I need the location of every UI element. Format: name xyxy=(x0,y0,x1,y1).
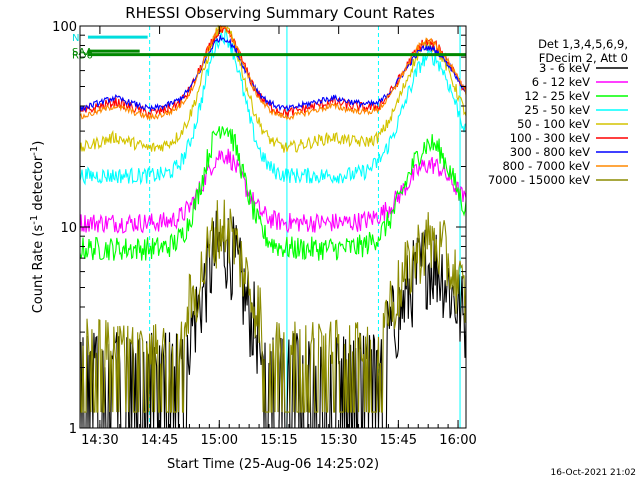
legend-entry-label: 25 - 50 keV xyxy=(524,103,590,117)
legend-header: Det 1,3,4,5,6,9, xyxy=(538,37,628,51)
series-group xyxy=(79,24,467,429)
series-line xyxy=(79,27,467,186)
x-axis-label: Start Time (25-Aug-06 14:25:02) xyxy=(167,457,379,472)
legend-entry-label: 800 - 7000 keV xyxy=(502,159,590,173)
y-tick-label: 1 xyxy=(69,422,77,437)
chart-title: RHESSI Observing Summary Count Rates xyxy=(125,4,435,22)
x-tick-label: 16:00 xyxy=(439,433,476,448)
series-line xyxy=(79,25,467,121)
legend-entry-label: 7000 - 15000 keV xyxy=(488,173,590,187)
y-tick-label: 10 xyxy=(60,221,77,236)
legend-entry-label: 100 - 300 keV xyxy=(510,131,590,145)
timestamp: 16-Oct-2021 21:02 xyxy=(551,468,636,478)
legend-entry-label: 12 - 25 keV xyxy=(524,89,590,103)
series-line xyxy=(79,35,467,113)
series-line xyxy=(79,148,467,234)
legend-entry-label: 3 - 6 keV xyxy=(539,61,590,75)
flag-label: SAA xyxy=(72,47,93,58)
series-line xyxy=(79,24,467,153)
legend-entry-label: 50 - 100 keV xyxy=(517,117,590,131)
y-tick-label: 100 xyxy=(52,20,77,35)
flag-label: N xyxy=(72,33,79,44)
x-tick-label: 15:45 xyxy=(380,433,417,448)
series-line xyxy=(79,126,467,261)
x-tick-label: 15:15 xyxy=(260,433,297,448)
x-tick-label: 14:30 xyxy=(81,433,118,448)
x-tick-label: 15:00 xyxy=(201,433,238,448)
y-axis-label: Count Rate (s-1 detector-1) xyxy=(29,141,46,314)
flag-label: RD0 xyxy=(72,51,93,62)
legend-header: FDecim 2, Att 0 xyxy=(539,51,628,65)
legend-entry-label: 300 - 800 keV xyxy=(510,145,590,159)
x-tick-label: 14:45 xyxy=(141,433,178,448)
series-line xyxy=(79,199,467,413)
x-tick-label: 15:30 xyxy=(320,433,357,448)
legend-entry-label: 6 - 12 keV xyxy=(532,75,590,89)
